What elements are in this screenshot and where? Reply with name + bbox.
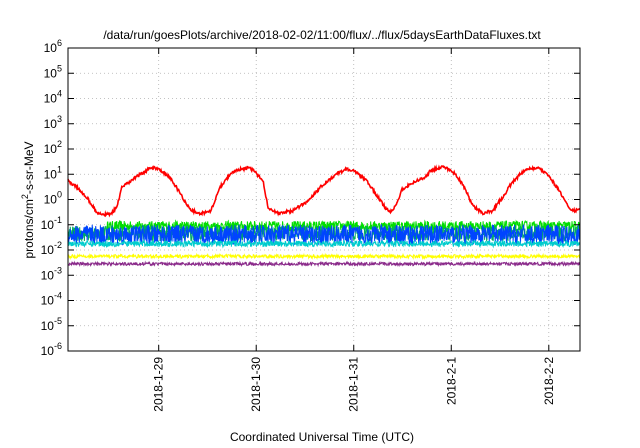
y-label-part-2: -s-sr-MeV	[22, 141, 36, 194]
y-tick-label: 10-1	[41, 215, 62, 232]
y-tick-label: 100	[44, 190, 62, 207]
y-tick-label: 10-3	[41, 265, 62, 282]
series-line	[67, 238, 580, 249]
series-line	[67, 164, 581, 218]
grid	[68, 48, 580, 351]
y-tick-label: 10-4	[41, 291, 62, 308]
y-tick-label: 103	[44, 114, 62, 131]
y-label-superscript: 2	[20, 194, 30, 199]
y-label-part-1: protons/cm	[22, 199, 36, 258]
series-line	[67, 223, 581, 247]
x-ticks: 2018-1-29 2018-1-30 2018-1-31 2018-2-1 2018-…	[152, 48, 556, 412]
y-tick-label: 106	[44, 38, 62, 55]
x-tick-label: 2018-2-2	[542, 357, 556, 405]
x-tick-label: 2018-1-29	[152, 357, 166, 412]
y-ticks: 10-6 10-5 10-4 10-3 10-2 10-1 100 101 102 103 104 1…	[41, 38, 580, 358]
chart-title: /data/run/goesPlots/archive/2018-02-02/1…	[103, 28, 541, 42]
series-group	[67, 164, 581, 268]
x-axis-label: Coordinated Universal Time (UTC)	[230, 430, 414, 444]
x-tick-label: 2018-2-1	[444, 357, 458, 405]
y-tick-label: 105	[44, 63, 62, 80]
y-tick-label: 101	[44, 164, 62, 181]
y-tick-label: 10-5	[41, 316, 62, 333]
y-axis-label: protons/cm2-s-sr-MeV	[20, 141, 36, 258]
x-tick-label: 2018-1-31	[347, 357, 361, 412]
x-tick-label: 2018-1-30	[249, 357, 263, 412]
y-tick-label: 102	[44, 139, 62, 156]
y-tick-label: 104	[44, 89, 62, 106]
y-tick-label: 10-6	[41, 341, 62, 358]
series-line	[67, 252, 581, 261]
y-tick-label: 10-2	[41, 240, 62, 257]
series-line	[67, 260, 581, 268]
